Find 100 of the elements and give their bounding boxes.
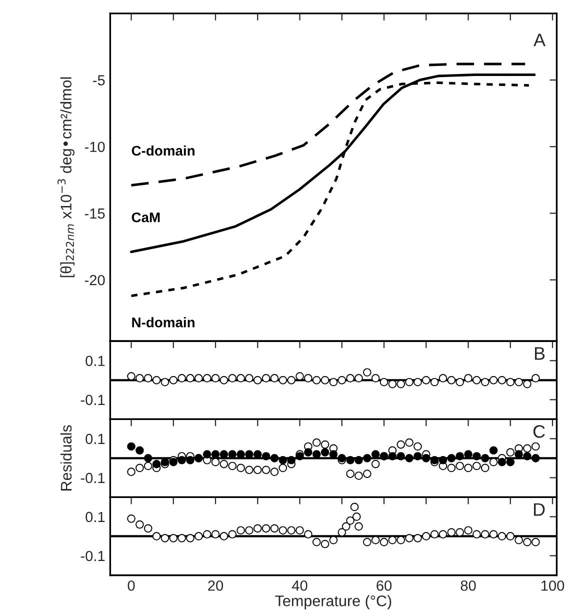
point (312, 438, 321, 447)
series-label: N-domain (132, 317, 194, 328)
point (312, 376, 321, 384)
point (220, 460, 228, 468)
point (202, 374, 212, 382)
point (380, 538, 388, 546)
point (287, 526, 296, 535)
point (371, 450, 380, 458)
point (220, 450, 228, 458)
point (354, 472, 363, 480)
point (186, 534, 194, 542)
point (245, 466, 254, 474)
point (414, 442, 422, 451)
point (480, 378, 490, 386)
point (144, 462, 152, 470)
point (245, 374, 254, 382)
point (514, 536, 523, 544)
point (144, 374, 152, 382)
point (405, 438, 414, 447)
point (430, 530, 439, 538)
point (278, 376, 288, 384)
point (320, 440, 330, 449)
y-tick-label: -0.1 (80, 394, 105, 406)
x-tick-label: 100 (541, 580, 564, 591)
annotation: A (534, 34, 546, 46)
point (270, 374, 279, 382)
point (405, 378, 414, 386)
point (430, 378, 439, 386)
point (354, 374, 363, 382)
point (405, 534, 414, 542)
point (202, 450, 212, 458)
point (438, 530, 448, 538)
point (371, 460, 380, 468)
point (287, 376, 296, 384)
point (127, 514, 136, 523)
point (236, 526, 245, 535)
point (396, 440, 406, 449)
point (144, 454, 152, 462)
point (371, 536, 380, 544)
point (194, 374, 203, 382)
y-tick-label: 0.1 (86, 512, 105, 522)
point (329, 536, 338, 544)
point (352, 512, 361, 521)
point (371, 374, 380, 382)
point (405, 454, 414, 462)
point (287, 456, 296, 464)
point (270, 524, 279, 533)
point (464, 450, 472, 458)
point (262, 466, 270, 474)
point (506, 532, 515, 540)
point (388, 380, 397, 388)
point (447, 454, 456, 462)
point (329, 450, 338, 458)
point (489, 458, 498, 466)
x-tick-label: 0 (128, 580, 135, 591)
point (532, 454, 540, 462)
point (472, 462, 481, 470)
point (363, 538, 372, 546)
point (456, 462, 464, 470)
annotation: D (534, 503, 545, 516)
point (532, 374, 540, 382)
point (523, 444, 532, 453)
point (127, 468, 136, 476)
point (253, 450, 262, 458)
point (489, 530, 498, 538)
y-tick-label: -5 (93, 75, 105, 86)
point (278, 464, 288, 472)
point (472, 452, 481, 460)
y-tick-label: -20 (84, 274, 105, 286)
point (489, 376, 498, 384)
point (456, 378, 464, 386)
point (236, 464, 245, 472)
point (320, 540, 330, 548)
point (472, 376, 481, 384)
point (152, 532, 161, 540)
point (136, 374, 144, 382)
point (270, 454, 279, 462)
point (498, 458, 506, 466)
point (312, 538, 321, 546)
point (152, 376, 161, 384)
point (363, 368, 372, 377)
point (160, 534, 170, 542)
point (447, 464, 456, 472)
point (346, 374, 354, 382)
point (388, 536, 397, 544)
point (169, 534, 178, 542)
point (220, 376, 228, 384)
point (480, 454, 490, 462)
point (396, 452, 406, 460)
y-tick-label: -10 (84, 142, 105, 152)
point (304, 374, 312, 382)
point (422, 532, 430, 540)
point (498, 532, 506, 540)
x-axis-title: Temperature (°C) (275, 595, 392, 610)
point (506, 448, 515, 456)
point (178, 374, 186, 382)
point (414, 378, 422, 386)
y-tick-label: -0.1 (80, 550, 105, 562)
point (523, 452, 532, 460)
point (245, 526, 254, 535)
